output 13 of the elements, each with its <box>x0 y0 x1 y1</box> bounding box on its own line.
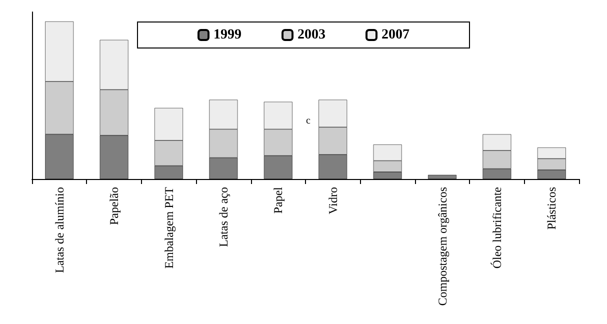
x-tick-label: Papel <box>271 186 286 214</box>
x-tick-label: Latas de aço <box>216 187 230 247</box>
x-tick-label: Compostagem orgânicos <box>435 186 450 306</box>
legend-label: 2003 <box>298 28 326 42</box>
x-tick-label: Óleo lubrificante <box>490 187 504 269</box>
annotation: c <box>306 116 311 126</box>
x-tick-label: Latas de alumínio <box>52 187 66 273</box>
x-tick-label: Plásticos <box>544 186 559 230</box>
x-tick-label: Embalagem PET <box>162 186 176 269</box>
x-tick-label: Papelão <box>107 187 122 225</box>
legend-label: 2007 <box>382 28 410 42</box>
legend-label: 1999 <box>214 28 242 42</box>
x-tick-label: Vidro <box>326 187 340 214</box>
